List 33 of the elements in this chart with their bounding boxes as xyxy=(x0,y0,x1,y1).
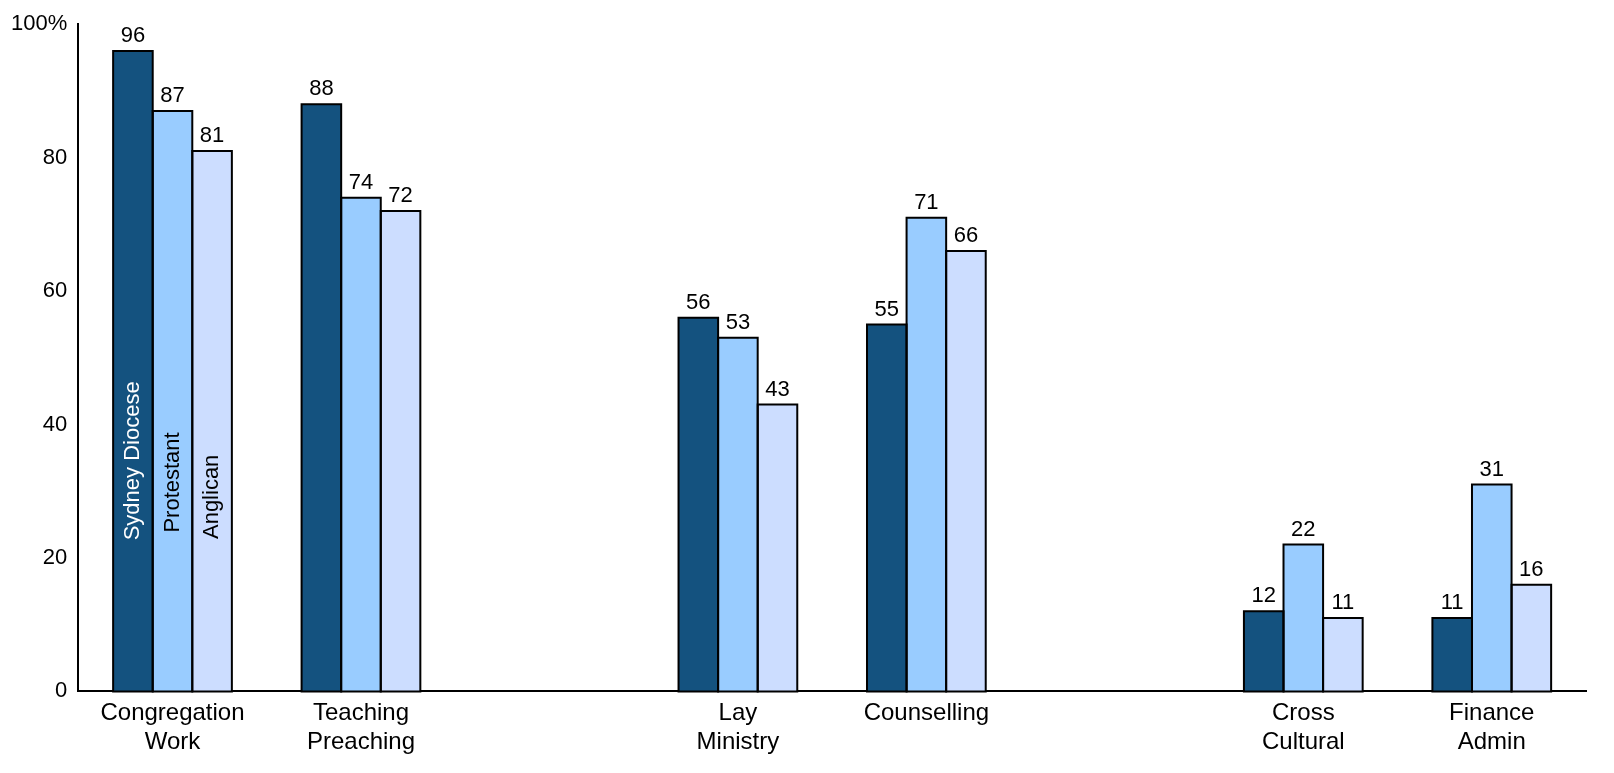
data-label: 22 xyxy=(1291,515,1316,541)
data-label: 71 xyxy=(914,188,939,214)
y-tick-label: 20 xyxy=(42,544,68,570)
x-tick-label: Cross Cultural xyxy=(1261,698,1345,755)
series-label: Anglican xyxy=(198,454,224,540)
series-label: Protestant xyxy=(158,432,184,533)
data-label: 87 xyxy=(160,82,185,107)
x-tick-label: Counselling xyxy=(863,698,990,726)
series-label: Sydney Diocese xyxy=(118,381,144,541)
data-label: 66 xyxy=(953,222,979,248)
data-label: 43 xyxy=(765,375,790,401)
y-tick-label: 100% xyxy=(10,10,68,36)
data-label: 16 xyxy=(1519,555,1544,581)
data-label: 53 xyxy=(725,308,751,334)
data-label: 56 xyxy=(686,288,711,314)
data-label: 31 xyxy=(1479,455,1505,481)
data-label: 81 xyxy=(199,122,225,148)
y-tick-label: 80 xyxy=(42,143,68,169)
x-tick-label: Lay Ministry xyxy=(696,698,780,755)
data-label: 11 xyxy=(1440,589,1464,615)
x-tick-label: Finance Admin xyxy=(1449,698,1535,755)
y-tick-label: 0 xyxy=(55,677,68,703)
data-label: 96 xyxy=(120,21,146,47)
y-tick-label: 40 xyxy=(42,410,68,436)
y-tick-label: 60 xyxy=(42,277,68,303)
data-label: 12 xyxy=(1251,582,1276,608)
data-label: 88 xyxy=(309,75,334,101)
x-tick-label: Congregation Work xyxy=(100,698,245,755)
data-label: 55 xyxy=(874,295,900,321)
data-label: 72 xyxy=(388,182,413,208)
data-label: 11 xyxy=(1331,589,1355,615)
x-tick-label: Teaching Preaching xyxy=(306,698,416,755)
data-label: 74 xyxy=(348,168,374,194)
